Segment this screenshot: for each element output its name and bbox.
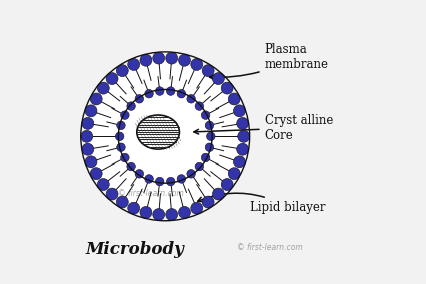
Circle shape <box>85 156 97 168</box>
Circle shape <box>135 170 143 178</box>
Circle shape <box>187 170 195 178</box>
Circle shape <box>190 59 202 70</box>
Circle shape <box>201 196 213 208</box>
Circle shape <box>205 143 213 151</box>
Circle shape <box>195 162 203 171</box>
Text: Microbody: Microbody <box>86 241 184 258</box>
Circle shape <box>144 89 153 98</box>
Circle shape <box>178 54 190 66</box>
Circle shape <box>127 102 135 110</box>
Circle shape <box>201 153 209 162</box>
Circle shape <box>201 65 213 77</box>
Circle shape <box>187 95 195 103</box>
Circle shape <box>155 87 164 95</box>
Ellipse shape <box>136 115 179 149</box>
Circle shape <box>140 54 152 66</box>
Circle shape <box>190 202 202 214</box>
Circle shape <box>153 52 164 64</box>
Circle shape <box>116 143 125 151</box>
Circle shape <box>228 93 240 105</box>
Circle shape <box>116 121 125 130</box>
Circle shape <box>120 153 129 162</box>
Text: Cryst alline
Core: Cryst alline Core <box>193 114 332 142</box>
Circle shape <box>127 162 135 171</box>
Circle shape <box>236 143 248 155</box>
Circle shape <box>165 52 177 64</box>
Circle shape <box>195 102 203 110</box>
Circle shape <box>135 95 143 103</box>
Circle shape <box>97 179 109 191</box>
Circle shape <box>144 175 153 183</box>
Text: © first-learn.com: © first-learn.com <box>118 189 184 198</box>
Circle shape <box>212 188 224 200</box>
Text: Plasma
membrane: Plasma membrane <box>209 43 328 80</box>
Circle shape <box>236 118 248 130</box>
Circle shape <box>81 130 92 142</box>
Circle shape <box>116 65 128 77</box>
Circle shape <box>201 111 209 119</box>
Circle shape <box>115 132 124 141</box>
Circle shape <box>118 89 212 183</box>
Circle shape <box>233 105 245 117</box>
Circle shape <box>127 59 139 70</box>
Circle shape <box>90 168 102 180</box>
Circle shape <box>116 196 128 208</box>
Circle shape <box>127 202 139 214</box>
Text: Lipid bilayer: Lipid bilayer <box>197 193 325 214</box>
Circle shape <box>237 130 249 142</box>
Circle shape <box>85 105 97 117</box>
Circle shape <box>97 82 109 94</box>
Circle shape <box>140 206 152 218</box>
Circle shape <box>177 89 185 98</box>
Circle shape <box>233 156 245 168</box>
Circle shape <box>82 118 94 130</box>
Circle shape <box>166 87 175 95</box>
Circle shape <box>155 177 164 186</box>
Circle shape <box>166 177 175 186</box>
Circle shape <box>90 93 102 105</box>
Circle shape <box>106 73 118 85</box>
Text: © first-learn.com: © first-learn.com <box>237 243 302 252</box>
Circle shape <box>178 206 190 218</box>
Circle shape <box>228 168 240 180</box>
Circle shape <box>221 179 233 191</box>
Circle shape <box>106 188 118 200</box>
Circle shape <box>177 175 185 183</box>
Circle shape <box>205 121 213 130</box>
Circle shape <box>221 82 233 94</box>
Circle shape <box>206 132 215 141</box>
Circle shape <box>212 73 224 85</box>
Circle shape <box>153 208 164 220</box>
Circle shape <box>120 111 129 119</box>
Circle shape <box>165 208 177 220</box>
Circle shape <box>88 60 242 213</box>
Circle shape <box>82 143 94 155</box>
